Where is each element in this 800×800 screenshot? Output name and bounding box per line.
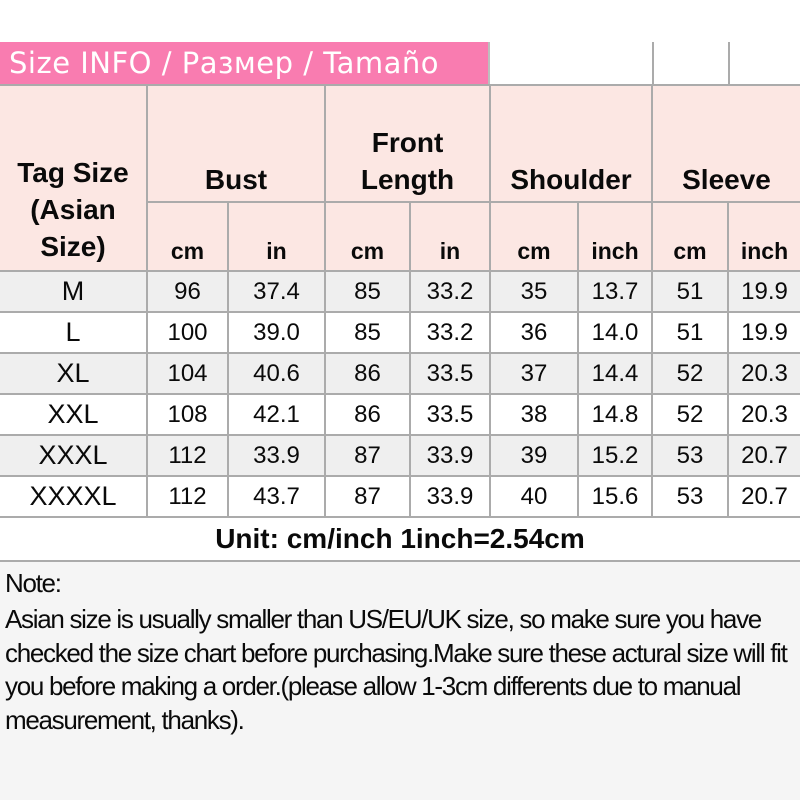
corner-header-tag-size: Tag Size (Asian Size): [0, 86, 146, 270]
unit-header: inch: [729, 203, 800, 270]
note-section: Note: Asian size is usually smaller than…: [0, 562, 800, 800]
unit-header: in: [229, 203, 324, 270]
cell-shoulder-cm: 35: [491, 272, 577, 311]
cell-bust-cm: 96: [148, 272, 227, 311]
cell-front-length-in: 33.5: [411, 354, 489, 393]
top-whitespace: [0, 0, 800, 42]
cell-shoulder-inch: 15.6: [579, 477, 651, 516]
cell-sleeve-cm: 51: [653, 313, 727, 352]
unit-header: cm: [326, 203, 409, 270]
cell-sleeve-cm: 52: [653, 354, 727, 393]
cell-sleeve-inch: 19.9: [729, 272, 800, 311]
title-row-spacer-cell: [488, 42, 652, 84]
cell-front-length-in: 33.5: [411, 395, 489, 434]
unit-note-row: Unit: cm/inch 1inch=2.54cm: [0, 518, 800, 560]
note-body: Asian size is usually smaller than US/EU…: [5, 603, 788, 736]
group-header-bust: Bust: [148, 86, 324, 201]
cell-bust-in: 37.4: [229, 272, 324, 311]
title-row: Size INFO / Размер / Tamaño: [0, 42, 800, 84]
cell-front-length-cm: 85: [326, 313, 409, 352]
table-bottom-border: [0, 560, 800, 562]
size-label: XXXL: [0, 436, 146, 475]
cell-shoulder-cm: 36: [491, 313, 577, 352]
cell-shoulder-inch: 14.4: [579, 354, 651, 393]
cell-bust-cm: 108: [148, 395, 227, 434]
unit-header: cm: [148, 203, 227, 270]
cell-sleeve-inch: 19.9: [729, 313, 800, 352]
cell-bust-in: 43.7: [229, 477, 324, 516]
cell-shoulder-cm: 39: [491, 436, 577, 475]
cell-front-length-in: 33.9: [411, 477, 489, 516]
title-row-spacer-cell: [652, 42, 728, 84]
unit-header: cm: [653, 203, 727, 270]
size-label: XXXXL: [0, 477, 146, 516]
group-header-front-length: Front Length: [326, 86, 489, 201]
size-label: XL: [0, 354, 146, 393]
group-header-sleeve: Sleeve: [653, 86, 800, 201]
cell-bust-in: 33.9: [229, 436, 324, 475]
note-label: Note:: [5, 568, 62, 598]
unit-header: in: [411, 203, 489, 270]
cell-shoulder-inch: 13.7: [579, 272, 651, 311]
cell-bust-cm: 112: [148, 477, 227, 516]
size-info-banner: Size INFO / Размер / Tamaño: [0, 42, 488, 84]
cell-shoulder-inch: 14.8: [579, 395, 651, 434]
size-info-title: Size INFO / Размер / Tamaño: [9, 46, 440, 80]
cell-sleeve-cm: 52: [653, 395, 727, 434]
size-table: Tag Size (Asian Size) Bust Front Length …: [0, 86, 800, 560]
cell-shoulder-cm: 40: [491, 477, 577, 516]
size-label: XXL: [0, 395, 146, 434]
cell-bust-in: 40.6: [229, 354, 324, 393]
cell-shoulder-inch: 15.2: [579, 436, 651, 475]
cell-front-length-cm: 85: [326, 272, 409, 311]
cell-sleeve-inch: 20.3: [729, 395, 800, 434]
unit-header: cm: [491, 203, 577, 270]
cell-sleeve-cm: 53: [653, 477, 727, 516]
unit-header: inch: [579, 203, 651, 270]
cell-front-length-cm: 86: [326, 354, 409, 393]
size-label: L: [0, 313, 146, 352]
cell-bust-cm: 100: [148, 313, 227, 352]
size-label: M: [0, 272, 146, 311]
cell-front-length-cm: 86: [326, 395, 409, 434]
cell-shoulder-cm: 37: [491, 354, 577, 393]
cell-front-length-cm: 87: [326, 436, 409, 475]
cell-front-length-cm: 87: [326, 477, 409, 516]
cell-bust-in: 42.1: [229, 395, 324, 434]
cell-sleeve-inch: 20.7: [729, 436, 800, 475]
cell-front-length-in: 33.2: [411, 272, 489, 311]
cell-sleeve-cm: 51: [653, 272, 727, 311]
cell-shoulder-inch: 14.0: [579, 313, 651, 352]
cell-bust-cm: 104: [148, 354, 227, 393]
cell-sleeve-inch: 20.7: [729, 477, 800, 516]
table-top-border: [0, 84, 800, 86]
group-header-shoulder: Shoulder: [491, 86, 651, 201]
cell-sleeve-cm: 53: [653, 436, 727, 475]
title-row-spacer-cell: [728, 42, 800, 84]
cell-shoulder-cm: 38: [491, 395, 577, 434]
cell-front-length-in: 33.2: [411, 313, 489, 352]
cell-bust-cm: 112: [148, 436, 227, 475]
cell-front-length-in: 33.9: [411, 436, 489, 475]
cell-sleeve-inch: 20.3: [729, 354, 800, 393]
cell-bust-in: 39.0: [229, 313, 324, 352]
